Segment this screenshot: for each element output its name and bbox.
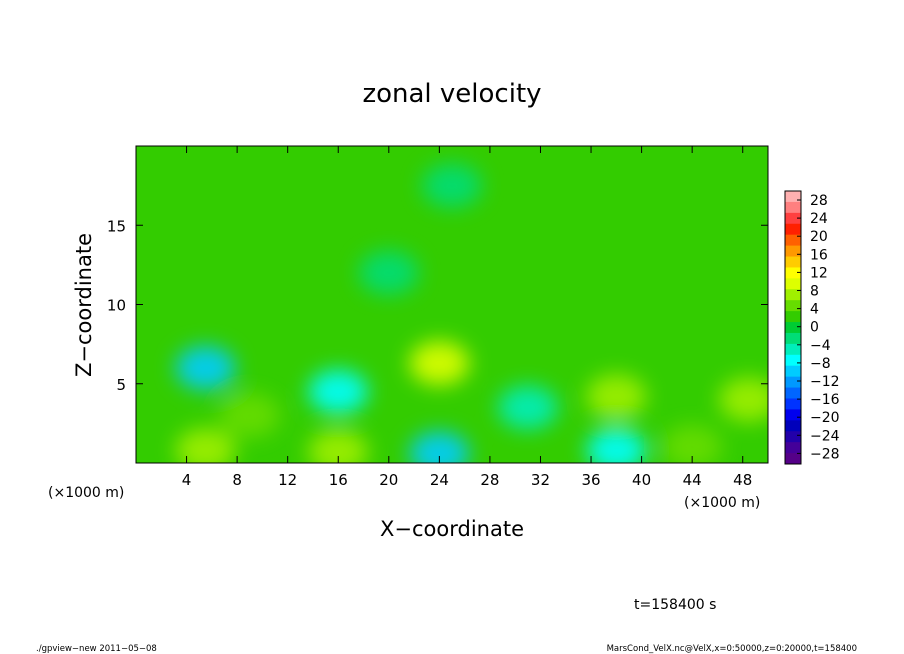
x-tick-label: 40 [632,471,651,489]
colorbar-label: −8 [810,356,831,372]
colorbar-swatch [785,234,801,247]
x-tick-label: 8 [232,471,242,489]
chart-title: zonal velocity [362,79,541,109]
colorbar-swatch [785,278,801,290]
x-axis-label: X−coordinate [380,517,524,541]
colorbar-swatch [785,223,801,236]
colorbar-swatch [785,191,801,203]
colorbar-label: −12 [810,374,840,390]
colorbar-swatch [785,256,801,268]
colorbar-label: −24 [810,428,840,444]
velocity-feature [662,425,723,463]
colorbar-swatch [785,245,801,258]
velocity-feature [219,393,280,438]
colorbar-swatch [785,212,801,225]
x-unit-right: (×1000 m) [684,495,760,511]
plot-area [135,145,769,464]
y-tick-label: 10 [107,297,126,315]
colorbar-label: −16 [810,392,840,408]
colorbar-swatch [785,376,801,389]
x-tick-label: 4 [182,471,192,489]
colorbar-frame [784,190,802,465]
colorbar-label: 8 [810,284,819,300]
colorbar-swatch [785,322,801,334]
colorbar-swatch [785,442,801,454]
colorbar-label: −20 [810,410,840,426]
velocity-feature [409,431,470,463]
x-axis-ticks: 4 8 12 16 20 24 28 32 36 40 44 48 [182,146,752,489]
velocity-feature [586,374,647,419]
y-tick-label: 15 [107,217,126,235]
x-tick-label: 44 [683,471,702,489]
velocity-feature [497,385,558,430]
velocity-feature [422,163,482,208]
colorbar-label: 28 [810,193,828,209]
colorbar-label: 12 [810,265,828,281]
colorbar-label: 24 [810,211,828,227]
velocity-feature [719,377,768,422]
colorbar: 28 24 20 16 12 8 4 0 −4 −8 −12 −16 −20 −24 −28 [784,190,840,465]
velocity-feature [175,428,236,463]
colorbar-swatch [785,201,801,214]
velocity-feature [358,250,419,295]
colorbar-swatch [785,420,801,432]
colorbar-swatch [785,365,801,378]
colorbar-label: 20 [810,229,828,245]
colorbar-swatch [785,343,801,356]
x-tick-label: 48 [733,471,752,489]
colorbar-label: −28 [810,446,840,462]
colorbar-swatch [785,409,801,421]
time-label: t=158400 s [634,597,716,613]
x-tick-label: 32 [531,471,550,489]
x-tick-label: 16 [329,471,348,489]
velocity-feature [308,369,369,414]
x-tick-label: 28 [480,471,499,489]
y-axis-label: Z−coordinate [72,233,96,377]
colorbar-swatch [785,398,801,410]
colorbar-label: 4 [810,302,819,318]
colorbar-swatch [785,453,801,465]
velocity-feature [175,345,236,390]
x-tick-label: 24 [430,471,449,489]
y-axis-ticks: 5 10 15 [107,217,768,394]
footer-left: ./gpview−new 2011−05−08 [36,644,157,654]
x-tick-label: 20 [379,471,398,489]
colorbar-swatch [785,387,801,399]
colorbar-label: −4 [810,338,831,354]
colorbar-swatch [785,267,801,279]
velocity-field [175,163,768,463]
velocity-feature [308,429,369,463]
velocity-feature [586,428,647,463]
footer-right: MarsCond_VelX.nc@VelX,x=0:50000,z=0:2000… [607,644,857,654]
velocity-feature [409,341,470,386]
colorbar-swatch [785,332,801,345]
colorbar-swatch [785,431,801,443]
colorbar-swatch [785,354,801,367]
x-tick-label: 12 [278,471,297,489]
colorbar-swatch [785,289,801,301]
x-unit-left: (×1000 m) [48,485,124,501]
colorbar-label: 0 [810,320,819,336]
colorbar-swatch [785,300,801,312]
colorbar-label: 16 [810,247,828,263]
x-tick-label: 36 [581,471,600,489]
colorbar-swatch [785,311,801,323]
y-tick-label: 5 [116,376,126,394]
